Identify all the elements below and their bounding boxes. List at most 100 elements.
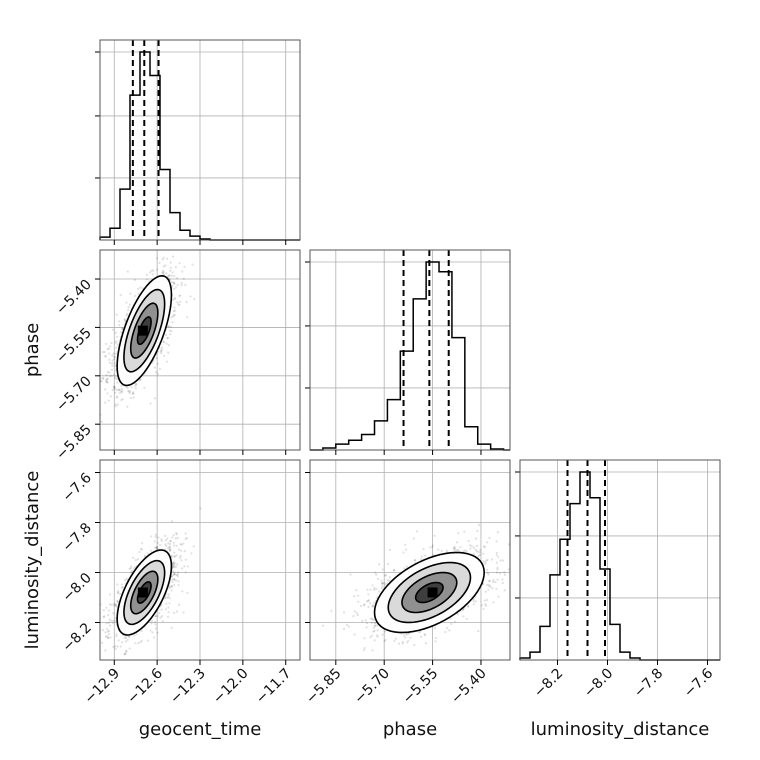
sample-point [114, 387, 117, 390]
sample-point [173, 578, 176, 581]
sample-point [167, 344, 171, 347]
sample-point [373, 621, 376, 625]
sample-point [367, 600, 370, 603]
sample-point [167, 325, 170, 328]
sample-point [113, 361, 116, 365]
sample-point [126, 405, 129, 408]
sample-point [111, 364, 114, 367]
sample-point [365, 626, 368, 629]
sample-point [367, 593, 370, 596]
sample-point [488, 579, 491, 583]
sample-point [108, 371, 111, 374]
sample-point [477, 630, 480, 633]
contour-line [129, 570, 159, 615]
sample-point [153, 366, 157, 369]
sample-point [483, 599, 486, 602]
sample-point [388, 576, 391, 579]
sample-point [107, 636, 110, 640]
sample-point [114, 603, 117, 607]
sample-point [160, 539, 163, 543]
sample-point [166, 537, 169, 540]
sample-point [459, 546, 462, 549]
sample-point [104, 401, 107, 404]
sample-point [406, 641, 409, 644]
sample-point [170, 274, 173, 277]
sample-point [431, 544, 434, 547]
sample-point [386, 562, 389, 565]
sample-point [127, 306, 130, 309]
sample-point [412, 537, 415, 540]
sample-point [126, 309, 130, 312]
sample-point [125, 301, 128, 304]
sample-point [173, 306, 176, 309]
sample-point [121, 641, 124, 644]
sample-point [155, 547, 159, 550]
sample-point [178, 294, 181, 298]
sample-point [171, 284, 174, 287]
sample-point [181, 590, 184, 593]
panel-luminosity-distance-vs-phase: −5.85 −5.70 −5.55 −5.40 [303, 459, 511, 707]
sample-point [161, 269, 165, 272]
sample-point [454, 547, 457, 550]
sample-point [407, 632, 411, 635]
sample-point [486, 541, 489, 544]
sample-point [501, 559, 505, 562]
sample-point [120, 583, 123, 586]
sample-point [172, 282, 176, 285]
sample-point [164, 264, 167, 267]
sample-point [483, 546, 486, 549]
sample-point [462, 615, 465, 618]
sample-point [124, 640, 128, 643]
sample-point [138, 550, 141, 554]
sample-point [374, 571, 377, 574]
sample-point [132, 396, 135, 399]
sample-point [104, 388, 107, 391]
sample-point [105, 380, 109, 384]
sample-point [192, 545, 195, 548]
sample-point [106, 378, 109, 381]
sample-point [422, 547, 425, 551]
sample-point [121, 328, 124, 331]
sample-point [132, 567, 136, 570]
sample-point [173, 555, 176, 558]
sample-point [155, 547, 158, 550]
sample-point [172, 255, 175, 258]
sample-point [152, 269, 155, 272]
sample-point [119, 293, 122, 297]
sample-point [114, 617, 117, 620]
sample-point [181, 270, 184, 273]
sample-point [184, 537, 187, 540]
sample-point [418, 631, 421, 634]
sample-point [123, 636, 126, 640]
sample-point [369, 617, 372, 620]
sample-point [139, 286, 142, 289]
sample-point [110, 603, 113, 607]
sample-point [434, 636, 438, 640]
sample-point [111, 354, 114, 357]
sample-point [160, 349, 163, 352]
sample-point [190, 552, 193, 555]
sample-point [484, 562, 487, 565]
contour-line [116, 275, 173, 387]
sample-point [123, 579, 126, 582]
density-layer [100, 507, 202, 660]
sample-point [140, 639, 143, 642]
sample-point [173, 544, 176, 547]
sample-point [168, 549, 171, 552]
sample-point [132, 556, 135, 559]
sample-point [128, 647, 131, 650]
sample-point [173, 562, 176, 565]
sample-point [112, 355, 115, 358]
sample-point [130, 565, 133, 568]
sample-point [166, 547, 170, 550]
sample-point [101, 376, 105, 379]
sample-point [177, 584, 180, 587]
sample-point [117, 388, 120, 391]
sample-point [149, 271, 152, 274]
sample-point [472, 546, 476, 549]
sample-point [153, 540, 156, 543]
sample-point [110, 374, 113, 377]
sample-point [477, 554, 480, 558]
sample-point [109, 593, 112, 596]
sample-point [160, 615, 164, 618]
